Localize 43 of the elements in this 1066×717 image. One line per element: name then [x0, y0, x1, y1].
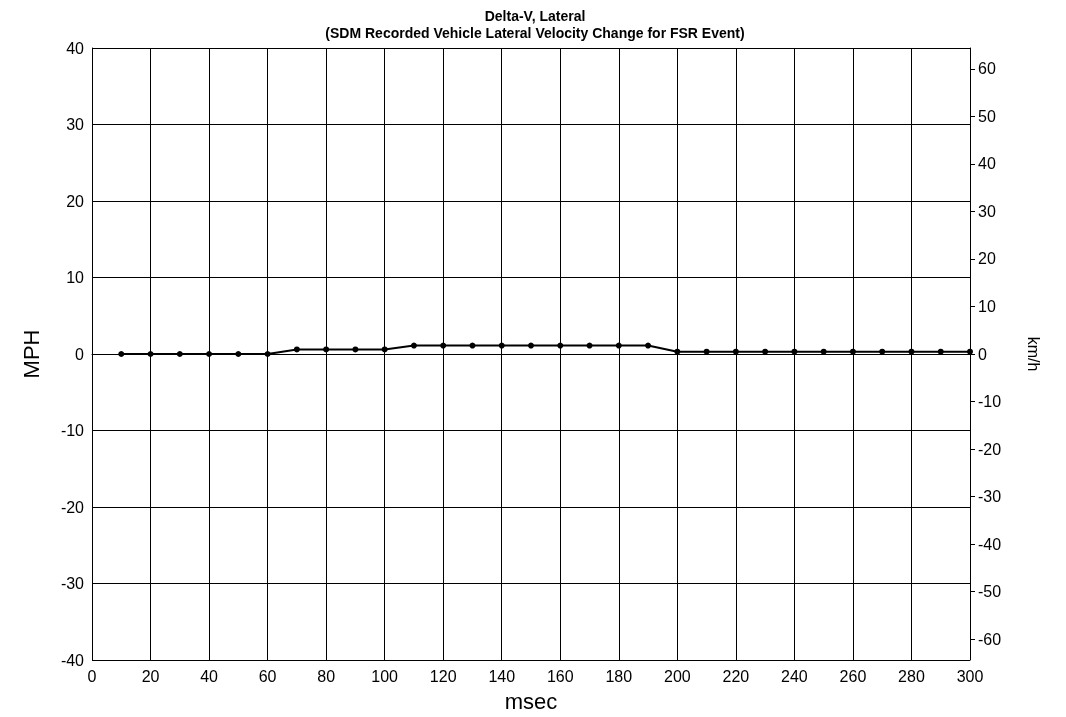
x-tick-label: 0 — [87, 667, 97, 685]
x-tick-label: 40 — [200, 667, 219, 685]
y-tick-label: -20 — [60, 498, 85, 516]
x-tick-label: 160 — [546, 667, 574, 685]
y-tick-label: -30 — [60, 575, 85, 592]
chart-title: Delta-V, Lateral — [484, 8, 586, 24]
y-tick-label: 10 — [66, 269, 85, 286]
y-tick-label: 0 — [75, 345, 85, 363]
y2-tick-label: 40 — [978, 155, 996, 173]
x-tick-label: 120 — [429, 667, 457, 685]
y2-tick-label: -50 — [978, 583, 1002, 601]
x-tick-label: 80 — [317, 667, 336, 685]
x-tick-label: 220 — [722, 667, 750, 685]
y2-tick-label: 50 — [978, 107, 996, 125]
y2-tick-label: 10 — [978, 297, 996, 315]
x-tick-label: 140 — [488, 667, 516, 685]
y-tick-label: -40 — [60, 651, 85, 669]
x-tick-label: 300 — [956, 667, 984, 685]
y2-tick-label: 60 — [978, 60, 996, 78]
x-tick-label: 240 — [781, 667, 808, 685]
x-tick-label: 20 — [141, 667, 160, 685]
x-axis-title: msec — [504, 688, 558, 714]
y-tick-label: -10 — [60, 422, 85, 439]
x-tick-label: 60 — [258, 667, 277, 685]
y2-tick-label: -10 — [978, 393, 1002, 411]
y2-tick-label: -30 — [978, 488, 1002, 506]
y-tick-label: 20 — [66, 192, 85, 210]
x-tick-label: 100 — [371, 667, 399, 685]
y2-tick-label: -60 — [978, 630, 1002, 648]
y-tick-label: 40 — [66, 39, 85, 57]
chart-subtitle: (SDM Recorded Vehicle Lateral Velocity Change for FSR Event) — [325, 25, 745, 41]
y-tick-label: 30 — [66, 116, 85, 133]
y2-axis-title: km/h — [1024, 336, 1042, 372]
x-tick-label: 200 — [663, 667, 691, 685]
x-tick-label: 180 — [605, 667, 633, 685]
x-tick-label: 260 — [839, 667, 867, 685]
y2-tick-label: 30 — [978, 202, 996, 220]
y2-tick-label: -40 — [978, 535, 1002, 553]
x-tick-label: 280 — [898, 667, 925, 685]
y2-tick-label: 20 — [978, 250, 996, 268]
y-axis-title: MPH — [18, 329, 44, 379]
y2-tick-label: -20 — [978, 440, 1002, 458]
y2-tick-label: 0 — [978, 345, 987, 363]
